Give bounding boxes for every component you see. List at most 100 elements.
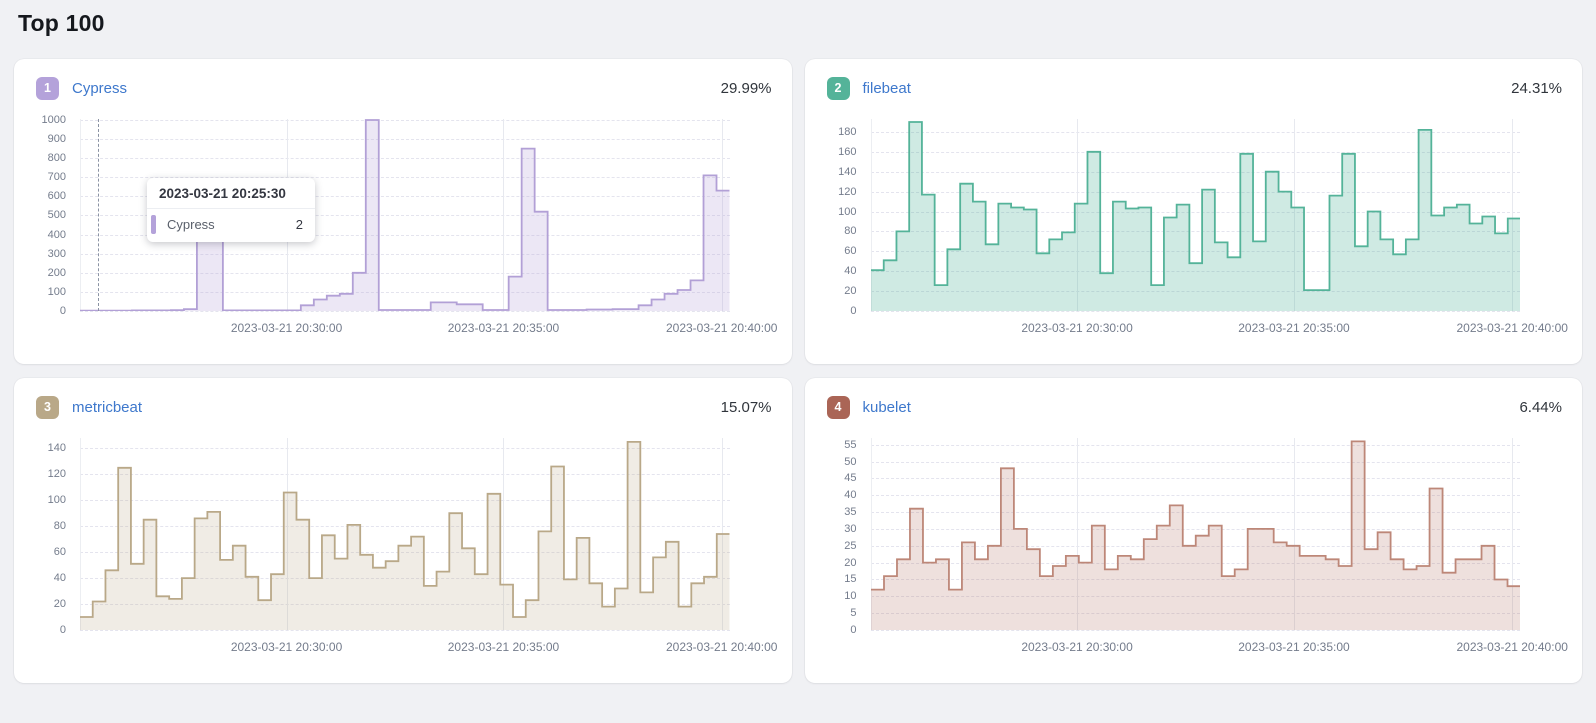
y-axis: 0 100 200 300 400 500 600 700 800 900 1000 bbox=[30, 114, 72, 317]
y-tick-label: 120 bbox=[47, 468, 66, 481]
y-tick-label: 45 bbox=[844, 472, 857, 485]
x-tick-label: 2023-03-21 20:40:00 bbox=[665, 640, 778, 654]
series-link-filebeat[interactable]: filebeat bbox=[862, 79, 911, 97]
y-tick-label: 300 bbox=[47, 247, 66, 260]
x-axis: 2023-03-21 20:30:00 2023-03-21 20:35:00 20… bbox=[871, 315, 1568, 337]
y-tick-label: 0 bbox=[850, 624, 857, 636]
x-tick-label: 2023-03-21 20:40:00 bbox=[1456, 640, 1568, 654]
y-tick-label: 140 bbox=[838, 165, 857, 178]
y-tick-label: 20 bbox=[53, 598, 66, 611]
y-tick-label: 20 bbox=[844, 556, 857, 569]
tooltip-series-name: Cypress bbox=[167, 217, 215, 232]
cards-grid: 1 Cypress 29.99% 0 100 200 300 400 500 600 700 8… bbox=[14, 59, 1582, 683]
card-header: 1 Cypress 29.99% bbox=[30, 73, 776, 103]
percent-value: 24.31% bbox=[1511, 79, 1562, 97]
x-tick-label: 2023-03-21 20:40:00 bbox=[1456, 321, 1568, 335]
x-tick-label: 2023-03-21 20:40:00 bbox=[665, 321, 778, 335]
y-tick-label: 800 bbox=[47, 152, 66, 165]
y-tick-label: 900 bbox=[47, 133, 66, 146]
y-tick-label: 0 bbox=[850, 305, 857, 317]
card-header: 3 metricbeat 15.07% bbox=[30, 392, 776, 422]
x-tick-label: 2023-03-21 20:30:00 bbox=[230, 321, 343, 335]
y-tick-label: 40 bbox=[844, 265, 857, 278]
x-tick-label: 2023-03-21 20:30:00 bbox=[230, 640, 343, 654]
y-axis: 0 5 10 15 20 25 30 35 40 45 50 55 bbox=[821, 438, 863, 636]
x-tick-label: 2023-03-21 20:30:00 bbox=[1021, 640, 1133, 654]
y-tick-label: 400 bbox=[47, 228, 66, 241]
series-link-kubelet[interactable]: kubelet bbox=[862, 398, 911, 416]
series-link-cypress[interactable]: Cypress bbox=[72, 79, 128, 97]
card-header: 2 filebeat 24.31% bbox=[821, 73, 1567, 103]
chart-cursor-line bbox=[97, 119, 99, 311]
series-link-metricbeat[interactable]: metricbeat bbox=[72, 398, 143, 416]
y-tick-label: 15 bbox=[844, 573, 857, 586]
rank-badge: 3 bbox=[36, 395, 59, 419]
rank-badge: 4 bbox=[826, 395, 850, 419]
area-series bbox=[870, 438, 1520, 630]
chart-body: 0 5 10 15 20 25 30 35 40 45 50 55 bbox=[821, 438, 1520, 636]
y-tick-label: 100 bbox=[838, 205, 857, 218]
y-tick-label: 0 bbox=[59, 305, 66, 317]
y-tick-label: 600 bbox=[47, 190, 66, 203]
chart-card-kubelet: 4 kubelet 6.44% 0 5 10 15 20 25 30 35 40 45 50 55 2… bbox=[804, 378, 1582, 683]
chart-tooltip: 2023-03-21 20:25:30 Cypress 2 bbox=[147, 178, 315, 242]
area-series bbox=[80, 438, 730, 630]
percent-value: 29.99% bbox=[720, 79, 772, 97]
y-tick-label: 20 bbox=[844, 285, 857, 298]
y-axis: 0 20 40 60 80 100 120 140 160 180 bbox=[821, 119, 863, 317]
y-tick-label: 200 bbox=[47, 266, 66, 279]
chart-body: 0 20 40 60 80 100 120 140 bbox=[30, 438, 730, 636]
x-axis: 2023-03-21 20:30:00 2023-03-21 20:35:00 20… bbox=[80, 634, 778, 656]
y-tick-label: 80 bbox=[844, 225, 857, 238]
chart-card-filebeat: 2 filebeat 24.31% 0 20 40 60 80 100 120 140 160 1… bbox=[804, 59, 1582, 364]
y-tick-label: 0 bbox=[59, 624, 66, 636]
tooltip-row: Cypress 2 bbox=[147, 209, 315, 242]
x-tick-label: 2023-03-21 20:30:00 bbox=[1021, 321, 1133, 335]
page-title: Top 100 bbox=[18, 10, 105, 36]
percent-value: 6.44% bbox=[1519, 398, 1562, 416]
y-tick-label: 55 bbox=[844, 438, 857, 451]
chart-body: 0 100 200 300 400 500 600 700 800 900 1000 bbox=[30, 114, 730, 317]
rank-badge: 2 bbox=[826, 76, 850, 100]
card-header: 4 kubelet 6.44% bbox=[821, 392, 1567, 422]
rank-badge: 1 bbox=[36, 76, 59, 100]
y-tick-label: 35 bbox=[844, 506, 857, 519]
y-tick-label: 40 bbox=[844, 489, 857, 502]
y-tick-label: 60 bbox=[53, 546, 66, 559]
x-axis: 2023-03-21 20:30:00 2023-03-21 20:35:00 20… bbox=[80, 315, 778, 337]
y-tick-label: 25 bbox=[844, 539, 857, 552]
y-tick-label: 160 bbox=[838, 145, 857, 158]
y-tick-label: 140 bbox=[47, 442, 66, 455]
y-tick-label: 10 bbox=[844, 590, 857, 603]
x-axis: 2023-03-21 20:30:00 2023-03-21 20:35:00 20… bbox=[871, 634, 1568, 656]
y-tick-label: 180 bbox=[838, 125, 857, 138]
y-tick-label: 50 bbox=[844, 455, 857, 468]
y-axis: 0 20 40 60 80 100 120 140 bbox=[30, 438, 72, 636]
y-tick-label: 1000 bbox=[41, 113, 66, 126]
y-tick-label: 60 bbox=[844, 245, 857, 258]
area-series bbox=[870, 119, 1520, 311]
y-tick-label: 120 bbox=[838, 185, 857, 198]
chart-plot-area[interactable] bbox=[870, 438, 1520, 631]
chart-plot-area[interactable] bbox=[870, 119, 1520, 312]
x-tick-label: 2023-03-21 20:35:00 bbox=[1238, 321, 1350, 335]
chart-plot-area[interactable] bbox=[80, 438, 730, 631]
y-tick-label: 100 bbox=[47, 494, 66, 507]
percent-value: 15.07% bbox=[720, 398, 772, 416]
x-tick-label: 2023-03-21 20:35:00 bbox=[447, 640, 560, 654]
x-tick-label: 2023-03-21 20:35:00 bbox=[447, 321, 560, 335]
y-tick-label: 100 bbox=[47, 285, 66, 298]
series-color-swatch bbox=[151, 215, 156, 234]
x-tick-label: 2023-03-21 20:35:00 bbox=[1238, 640, 1350, 654]
tooltip-timestamp: 2023-03-21 20:25:30 bbox=[147, 178, 315, 209]
chart-card-metricbeat: 3 metricbeat 15.07% 0 20 40 60 80 100 120 140 2… bbox=[14, 378, 792, 683]
chart-body: 0 20 40 60 80 100 120 140 160 180 bbox=[821, 119, 1520, 317]
y-tick-label: 80 bbox=[53, 520, 66, 533]
y-tick-label: 700 bbox=[47, 171, 66, 184]
y-tick-label: 40 bbox=[53, 572, 66, 585]
y-tick-label: 30 bbox=[844, 522, 857, 535]
tooltip-series-value: 2 bbox=[295, 217, 303, 232]
y-tick-label: 5 bbox=[850, 607, 857, 620]
chart-card-cypress: 1 Cypress 29.99% 0 100 200 300 400 500 600 700 8… bbox=[14, 59, 792, 364]
y-tick-label: 500 bbox=[47, 209, 66, 222]
